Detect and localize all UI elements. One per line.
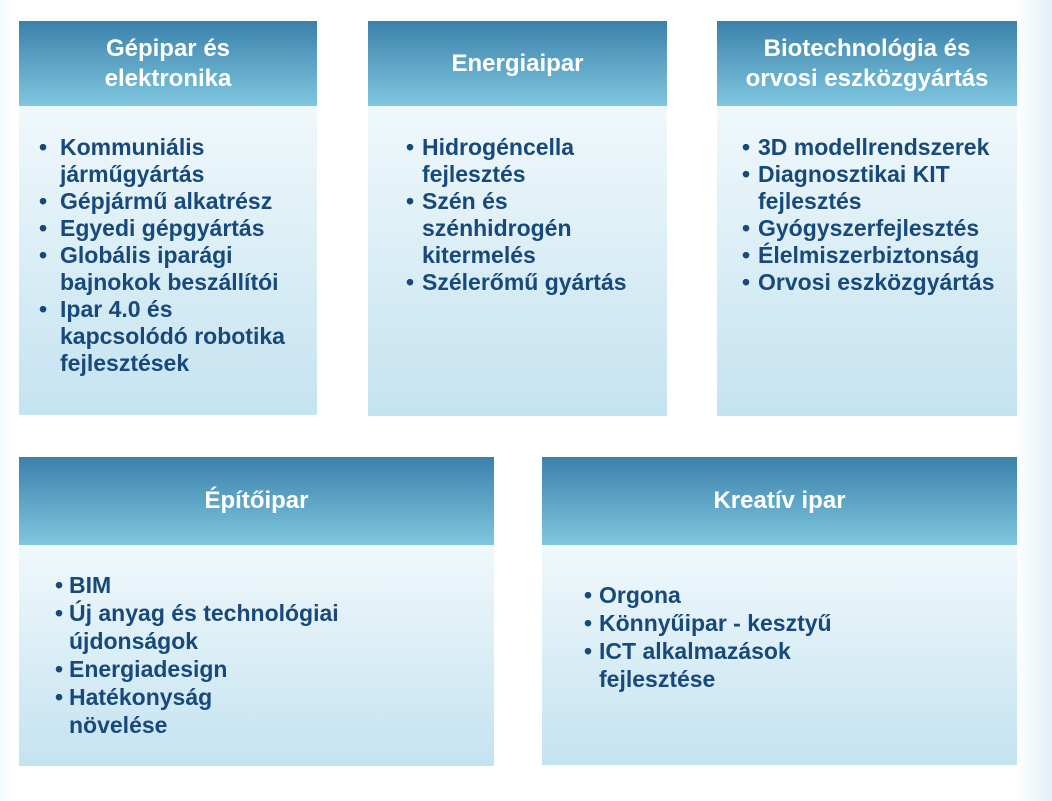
list-item: • Egyedi gépgyártás xyxy=(39,215,311,242)
card-bullet-list: • Kommuniális járműgyártás • Gépjármű alka… xyxy=(19,106,317,377)
bullet-icon: • xyxy=(742,242,751,268)
list-item-text: Szélerőmű gyártás xyxy=(422,269,627,295)
card-title: Energiaipar xyxy=(368,21,667,106)
bullet-icon: • xyxy=(742,161,751,187)
bullet-icon: • xyxy=(39,242,48,268)
list-item-text: Ipar 4.0 és kapcsolódó robotika fejleszt… xyxy=(60,296,285,376)
card-kreativ-ipar: Kreatív ipar • Orgona • Könnyűipar - keszt… xyxy=(542,457,1017,765)
list-item: • Hidrogéncella fejlesztés xyxy=(406,134,661,188)
bullet-icon: • xyxy=(406,188,415,214)
list-item-text: Orgona xyxy=(599,582,681,608)
card-title: Gépipar és elektronika xyxy=(19,21,317,106)
bullet-icon: • xyxy=(55,684,64,710)
list-item: • 3D modellrendszerek xyxy=(742,134,1011,161)
bullet-icon: • xyxy=(584,582,593,608)
card-gepipar-es-elektronika: Gépipar és elektronika • Kommuniális járm… xyxy=(19,21,317,415)
card-bullet-list: • BIM • Új anyag és technológiai újdonságo… xyxy=(19,545,494,739)
list-item: • Szén és szénhidrogén kitermelés xyxy=(406,188,661,269)
list-item: • Új anyag és technológiai újdonságok xyxy=(55,599,486,655)
bullet-icon: • xyxy=(742,134,751,160)
list-item-text: 3D modellrendszerek xyxy=(758,134,990,160)
list-item: • ICT alkalmazások fejlesztése xyxy=(584,637,1009,693)
bullet-icon: • xyxy=(55,572,64,598)
list-item: • Orvosi eszközgyártás xyxy=(742,269,1011,296)
bullet-icon: • xyxy=(406,269,415,295)
card-bullet-list: • Orgona • Könnyűipar - kesztyű • ICT alkal… xyxy=(542,545,1017,693)
list-item-text: Új anyag és technológiai újdonságok xyxy=(69,600,339,654)
list-item-text: Szén és szénhidrogén kitermelés xyxy=(422,188,572,268)
card-title: Építőipar xyxy=(19,457,494,545)
bullet-icon: • xyxy=(39,134,48,160)
list-item: • Hatékonyság növelése xyxy=(55,683,486,739)
bullet-icon: • xyxy=(39,188,48,214)
list-item-text: Hatékonyság növelése xyxy=(69,684,213,738)
card-title: Biotechnológia és orvosi eszközgyártás xyxy=(717,21,1017,106)
card-title: Kreatív ipar xyxy=(542,457,1017,545)
card-epitoipar: Építőipar • BIM • Új anyag és technológiai… xyxy=(19,457,494,766)
list-item: • Gépjármű alkatrész xyxy=(39,188,311,215)
list-item: • Kommuniális járműgyártás xyxy=(39,134,311,188)
list-item-text: Orvosi eszközgyártás xyxy=(758,269,995,295)
list-item-text: Globális iparági bajnokok beszállítói xyxy=(60,242,279,295)
bullet-icon: • xyxy=(39,296,48,322)
card-bullet-list: • 3D modellrendszerek • Diagnosztikai KIT … xyxy=(717,106,1017,296)
list-item: • Energiadesign xyxy=(55,655,486,683)
list-item-text: Egyedi gépgyártás xyxy=(60,215,265,241)
list-item-text: Kommuniális járműgyártás xyxy=(60,134,205,187)
list-item: • Könnyűipar - kesztyű xyxy=(584,609,1009,637)
list-item: • Szélerőmű gyártás xyxy=(406,269,661,296)
card-body: • BIM • Új anyag és technológiai újdonságo… xyxy=(19,545,494,766)
card-body: • Kommuniális járműgyártás • Gépjármű alka… xyxy=(19,106,317,415)
list-item: • Globális iparági bajnokok beszállítói xyxy=(39,242,311,296)
list-item-text: Gépjármű alkatrész xyxy=(60,188,273,214)
list-item-text: ICT alkalmazások fejlesztése xyxy=(599,638,791,692)
list-item: • Orgona xyxy=(584,581,1009,609)
bullet-icon: • xyxy=(742,215,751,241)
list-item: • Ipar 4.0 és kapcsolódó robotika fejlesz… xyxy=(39,296,311,377)
bullet-icon: • xyxy=(39,215,48,241)
bullet-icon: • xyxy=(55,656,64,682)
bullet-icon: • xyxy=(55,600,64,626)
card-bullet-list: • Hidrogéncella fejlesztés • Szén és szénh… xyxy=(368,106,667,296)
card-body: • Hidrogéncella fejlesztés • Szén és szénh… xyxy=(368,106,667,416)
bullet-icon: • xyxy=(584,638,593,664)
list-item-text: Diagnosztikai KIT fejlesztés xyxy=(758,161,950,214)
list-item-text: Energiadesign xyxy=(69,656,228,682)
card-biotechnologia: Biotechnológia és orvosi eszközgyártás •… xyxy=(717,21,1017,416)
bullet-icon: • xyxy=(742,269,751,295)
list-item-text: BIM xyxy=(69,572,112,598)
list-item: • BIM xyxy=(55,571,486,599)
list-item-text: Hidrogéncella fejlesztés xyxy=(422,134,575,187)
list-item-text: Könnyűipar - kesztyű xyxy=(599,610,832,636)
list-item-text: Gyógyszerfejlesztés xyxy=(758,215,980,241)
card-body: • Orgona • Könnyűipar - kesztyű • ICT alkal… xyxy=(542,545,1017,765)
bullet-icon: • xyxy=(406,134,415,160)
card-body: • 3D modellrendszerek • Diagnosztikai KIT … xyxy=(717,106,1017,416)
bullet-icon: • xyxy=(584,610,593,636)
card-energiaipar: Energiaipar • Hidrogéncella fejlesztés • S… xyxy=(368,21,667,416)
list-item: • Diagnosztikai KIT fejlesztés xyxy=(742,161,1011,215)
list-item: • Gyógyszerfejlesztés xyxy=(742,215,1011,242)
list-item: • Élelmiszerbiztonság xyxy=(742,242,1011,269)
list-item-text: Élelmiszerbiztonság xyxy=(758,242,980,268)
